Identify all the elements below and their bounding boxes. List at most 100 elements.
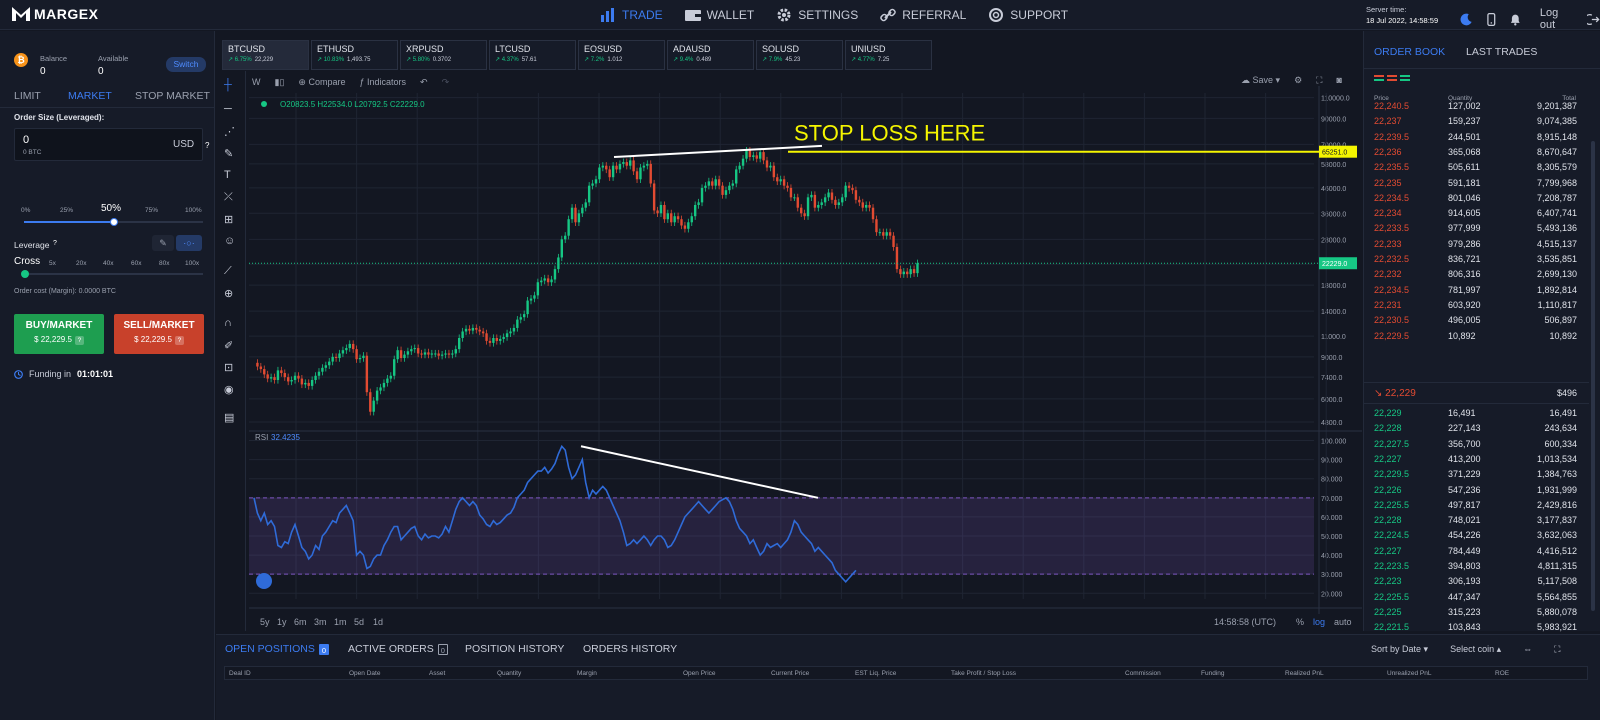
sort-by-date-dropdown[interactable]: Sort by Date ▾: [1371, 644, 1429, 654]
expand-icon[interactable]: ⛶: [1554, 644, 1561, 654]
screenshot-icon[interactable]: ◙: [1336, 75, 1342, 85]
column-header[interactable]: Quantity: [497, 670, 522, 677]
tab-order-book[interactable]: ORDER BOOK: [1374, 46, 1446, 58]
zoom-tool-icon[interactable]: ⊕: [224, 288, 234, 300]
crosshair-icon[interactable]: ┼: [224, 79, 232, 91]
log-scale-toggle[interactable]: log: [1313, 617, 1326, 627]
tab-active-orders[interactable]: ACTIVE ORDERS 0: [348, 643, 448, 655]
ruler-tool-icon[interactable]: ⟋: [224, 265, 232, 277]
bid-row[interactable]: 22,225 315,223 5,880,078: [1364, 605, 1589, 621]
view-both-icon[interactable]: [1374, 75, 1384, 83]
timeframe-1d[interactable]: 1d: [373, 617, 384, 627]
timeframe-1m[interactable]: 1m: [334, 617, 347, 627]
ask-row[interactable]: 22,240.5 127,002 9,201,387: [1364, 99, 1589, 115]
logout-button[interactable]: Log out: [1539, 7, 1559, 31]
order-size-slider-thumb[interactable]: [109, 218, 118, 226]
fib-tool-icon[interactable]: ⋰: [224, 126, 235, 138]
bell-icon[interactable]: [1509, 13, 1522, 26]
percent-75[interactable]: 75%: [145, 207, 159, 214]
bid-row[interactable]: 22,227 784,449 4,416,512: [1364, 544, 1589, 560]
emoji-tool-icon[interactable]: ☺: [224, 235, 236, 247]
prediction-tool-icon[interactable]: ⊞: [224, 214, 234, 226]
symbol-tab-uniusd[interactable]: UNIUSD ↗ 4.77% 7.25: [845, 40, 932, 70]
column-header[interactable]: Realized PnL: [1285, 670, 1324, 677]
symbol-tab-ltcusd[interactable]: LTCUSD ↗ 4.37% 57.61: [489, 40, 576, 70]
phone-icon[interactable]: [1485, 12, 1498, 26]
column-header[interactable]: Asset: [429, 670, 446, 677]
ask-row[interactable]: 22,229.5 10,892 10,892: [1364, 329, 1589, 345]
tab-stop-market[interactable]: STOP MARKET: [135, 90, 210, 102]
view-asks-icon[interactable]: [1387, 75, 1397, 83]
undo-icon[interactable]: ↶: [420, 76, 428, 87]
nav-support[interactable]: SUPPORT: [988, 8, 1068, 22]
bid-row[interactable]: 22,228 227,143 243,634: [1364, 421, 1589, 437]
symbol-tab-xrpusd[interactable]: XRPUSD ↗ 5.80% 0.3702: [400, 40, 487, 70]
bid-row[interactable]: 22,225.5 497,817 2,429,816: [1364, 498, 1589, 514]
buy-market-button[interactable]: BUY/MARKET $ 22,229.5?: [14, 314, 104, 354]
order-size-help-icon[interactable]: ?: [205, 141, 210, 150]
bid-row[interactable]: 22,227.5 356,700 600,334: [1364, 437, 1589, 453]
bid-row[interactable]: 22,223.5 394,803 4,811,315: [1364, 559, 1589, 575]
leverage-edit-icon[interactable]: ✎: [152, 235, 174, 251]
column-header[interactable]: Unrealized PnL: [1387, 670, 1432, 677]
ask-row[interactable]: 22,234.5 781,997 1,892,814: [1364, 283, 1589, 299]
symbol-tab-ethusd[interactable]: ETHUSD ↗ 10.83% 1,493.75: [311, 40, 398, 70]
ask-row[interactable]: 22,239.5 244,501 8,915,148: [1364, 130, 1589, 146]
chart-settings-icon[interactable]: ⚙: [1294, 75, 1303, 85]
nav-wallet[interactable]: WALLET: [684, 8, 754, 22]
order-size-value[interactable]: 0: [23, 134, 30, 146]
timeframe-5y[interactable]: 5y: [260, 617, 270, 627]
buy-help-icon[interactable]: ?: [74, 336, 84, 345]
ask-row[interactable]: 22,235.5 505,611 8,305,579: [1364, 160, 1589, 176]
column-header[interactable]: Commission: [1125, 670, 1161, 677]
bid-row[interactable]: 22,224.5 454,226 3,632,063: [1364, 528, 1589, 544]
ask-row[interactable]: 22,233 979,286 4,515,137: [1364, 237, 1589, 253]
ask-row[interactable]: 22,230.5 496,005 506,897: [1364, 313, 1589, 329]
symbol-tab-solusd[interactable]: SOLUSD ↗ 7.9% 45.23: [756, 40, 843, 70]
lock-icon[interactable]: ⊡: [224, 362, 234, 374]
switch-button[interactable]: Switch: [166, 57, 206, 72]
ask-row[interactable]: 22,235 591,181 7,799,968: [1364, 176, 1589, 192]
timeframe-3m[interactable]: 3m: [314, 617, 327, 627]
ask-row[interactable]: 22,232.5 836,721 3,535,851: [1364, 252, 1589, 268]
lock-drawing-icon[interactable]: ✐: [224, 340, 234, 352]
tab-market[interactable]: MARKET: [68, 90, 112, 102]
indicators-button[interactable]: ƒ Indicators: [359, 77, 407, 87]
redo-icon[interactable]: ↷: [441, 76, 450, 87]
tab-limit[interactable]: LIMIT: [14, 90, 41, 102]
text-tool-icon[interactable]: T: [224, 169, 231, 181]
bid-row[interactable]: 22,229.5 371,229 1,384,763: [1364, 467, 1589, 483]
fullscreen-icon[interactable]: ⛶: [1316, 75, 1323, 85]
bid-row[interactable]: 22,229 16,491 16,491: [1364, 406, 1589, 422]
trendline-tool-icon[interactable]: ─: [224, 103, 232, 115]
column-header[interactable]: Current Price: [771, 670, 810, 677]
timeframe-6m[interactable]: 6m: [294, 617, 307, 627]
compare-button[interactable]: ⊕ Compare: [298, 76, 346, 87]
eye-icon[interactable]: ◉: [224, 384, 234, 396]
tab-last-trades[interactable]: LAST TRADES: [1466, 46, 1538, 58]
bid-row[interactable]: 22,227 413,200 1,013,534: [1364, 452, 1589, 468]
price-chart[interactable]: 110000.090000.070000.058000.046000.03600…: [216, 31, 1362, 614]
order-size-input[interactable]: 0 0 BTC USD: [14, 128, 203, 161]
column-header[interactable]: Funding: [1201, 670, 1225, 677]
logout-icon[interactable]: [1587, 13, 1600, 26]
interval-selector[interactable]: W: [252, 77, 261, 87]
column-header[interactable]: EST Liq. Price: [855, 670, 897, 677]
symbol-tab-adausd[interactable]: ADAUSD ↗ 9.4% 0.489: [667, 40, 754, 70]
select-coin-dropdown[interactable]: Select coin ▴: [1450, 644, 1502, 654]
leverage-slider[interactable]: [21, 270, 203, 278]
collapse-icon[interactable]: ⇔: [1523, 644, 1533, 654]
column-header[interactable]: ROE: [1495, 670, 1510, 677]
ask-row[interactable]: 22,233.5 977,999 5,493,136: [1364, 221, 1589, 237]
percent-50[interactable]: 50%: [101, 203, 122, 214]
nav-referral[interactable]: REFERRAL: [880, 8, 966, 22]
ask-row[interactable]: 22,231 603,920 1,110,817: [1364, 298, 1589, 314]
moon-icon[interactable]: [1460, 13, 1473, 26]
magnet-tool-icon[interactable]: ∩: [224, 317, 232, 329]
leverage-help-icon[interactable]: ?: [53, 240, 57, 247]
brush-tool-icon[interactable]: ✎: [224, 148, 234, 160]
column-header[interactable]: Take Profit / Stop Loss: [951, 670, 1017, 677]
nav-settings[interactable]: SETTINGS: [776, 8, 858, 22]
logo[interactable]: MARGEX: [12, 6, 98, 22]
ask-row[interactable]: 22,234.5 801,046 7,208,787: [1364, 191, 1589, 207]
